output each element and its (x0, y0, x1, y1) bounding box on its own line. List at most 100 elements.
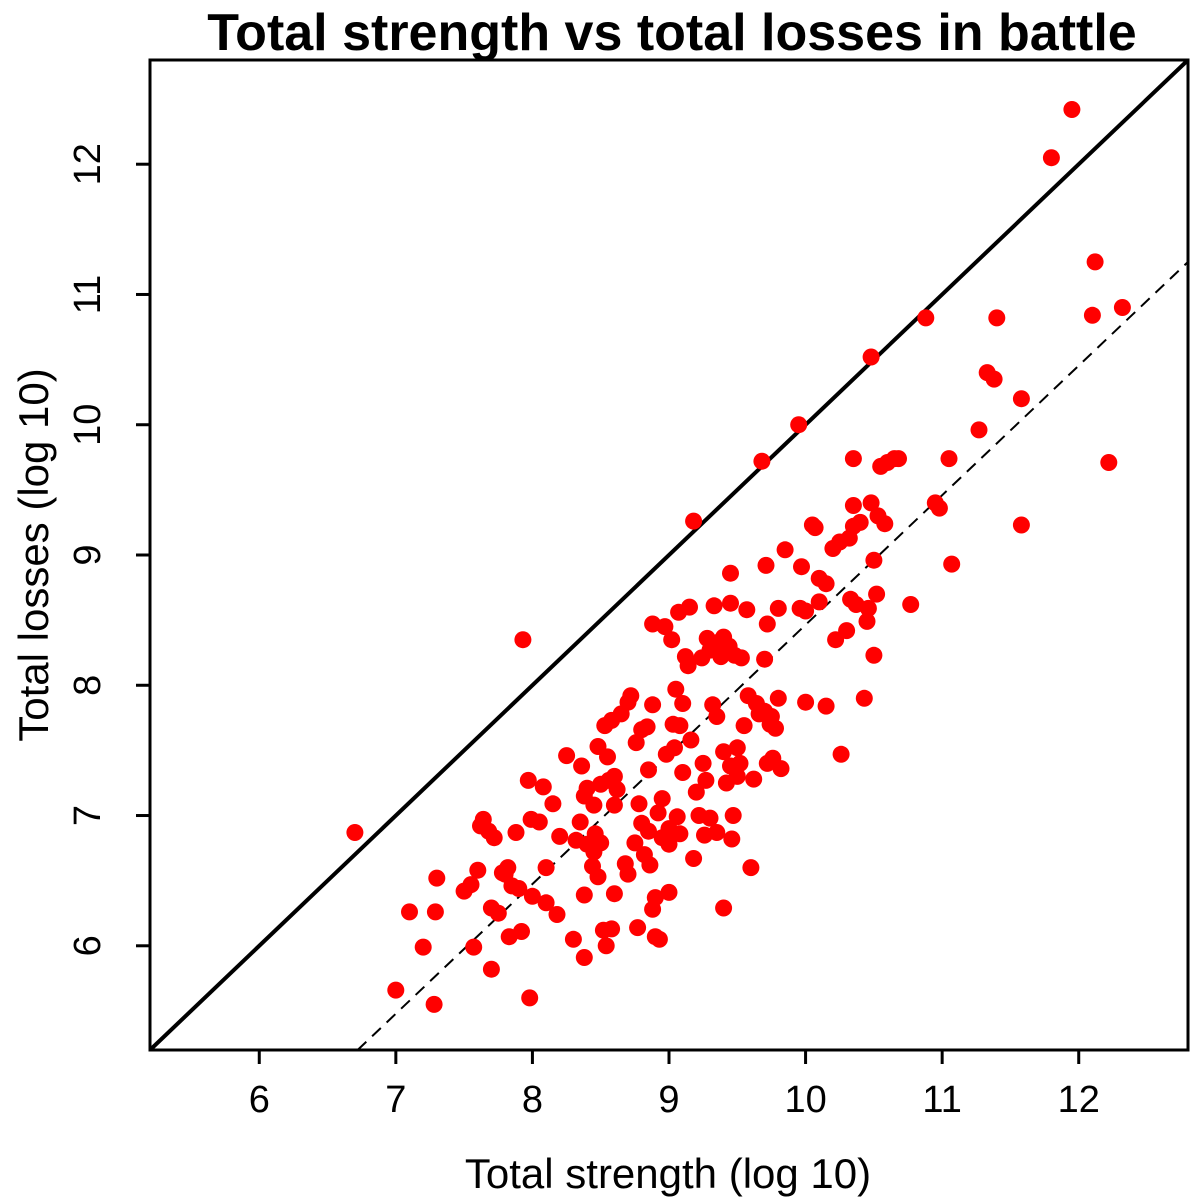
x-tick-label: 7 (385, 1079, 406, 1121)
scatter-point (571, 813, 589, 831)
scatter-point (865, 551, 883, 569)
scatter-point (757, 556, 775, 574)
scatter-point (687, 783, 705, 801)
scatter-point (862, 494, 880, 512)
scatter-point (851, 513, 869, 531)
scatter-point (489, 904, 507, 922)
scatter-point (519, 771, 537, 789)
scatter-point (674, 764, 692, 781)
scatter-point (943, 555, 961, 573)
scatter-point (694, 754, 712, 772)
y-axis-label: Total losses (log 10) (10, 368, 57, 742)
scatter-point (1086, 253, 1104, 271)
scatter-point (790, 416, 808, 434)
scatter-point (685, 512, 703, 530)
scatter-point (858, 612, 876, 630)
scatter-point (649, 804, 667, 822)
scatter-point (592, 834, 610, 852)
x-tick-label: 8 (522, 1079, 543, 1121)
scatter-point (674, 695, 692, 712)
scatter-point (573, 757, 591, 775)
scatter-point (797, 602, 815, 620)
scatter-point (575, 949, 593, 966)
scatter-point (663, 631, 681, 649)
scatter-point (862, 348, 880, 366)
scatter-point (876, 515, 894, 533)
x-tick-label: 6 (249, 1079, 270, 1121)
x-tick-label: 12 (1058, 1079, 1100, 1121)
scatter-point (1042, 149, 1060, 167)
scatter-point (640, 822, 657, 840)
scatter-point (682, 731, 700, 749)
scatter-point (930, 499, 948, 517)
scatter-point (387, 981, 405, 999)
scatter-point (769, 689, 787, 707)
scatter-point (578, 779, 596, 797)
scatter-point (627, 734, 645, 752)
scatter-point (622, 687, 640, 705)
y-tick-label: 8 (67, 675, 109, 696)
scatter-point (838, 622, 856, 640)
data-points (346, 101, 1131, 1013)
scatter-point (1012, 516, 1030, 534)
scatter-point (514, 631, 532, 649)
x-axis: 6 7 8 9 10 11 12 (249, 1050, 1100, 1121)
scatter-point (817, 697, 835, 715)
scatter-point (723, 830, 741, 848)
scatter-point (499, 859, 517, 877)
scatter-point (603, 920, 621, 938)
scatter-point (650, 930, 668, 948)
y-tick-label: 9 (67, 544, 109, 565)
scatter-point (513, 923, 530, 940)
scatter-point (988, 309, 1006, 327)
scatter-point (844, 450, 862, 468)
scatter-point (523, 887, 541, 905)
scatter-point (638, 718, 656, 736)
identity-line (148, 58, 1190, 1052)
scatter-point (537, 894, 555, 912)
scatter-point (485, 829, 503, 847)
scatter-point (756, 650, 774, 668)
scatter-point (708, 824, 726, 841)
scatter-point (548, 906, 566, 923)
scatter-point (575, 886, 593, 904)
scatter-point (619, 865, 637, 883)
scatter-point (630, 795, 648, 813)
scatter-point (810, 593, 828, 611)
scatter-point (985, 370, 1003, 388)
scatter-point (767, 719, 784, 737)
x-tick-label: 10 (784, 1079, 826, 1121)
scatter-point (640, 761, 657, 779)
scatter-point (667, 680, 685, 698)
scatter-point (715, 899, 733, 917)
scatter-point (855, 689, 873, 707)
scatter-point (401, 903, 418, 921)
scatter-point (705, 597, 723, 615)
y-tick-label: 12 (67, 143, 109, 185)
scatter-point (868, 585, 886, 603)
scatter-point (722, 564, 739, 582)
scatter-point (426, 903, 444, 921)
scatter-point (425, 995, 443, 1013)
scatter-point (1012, 390, 1030, 408)
scatter-point (605, 796, 623, 814)
scatter-point (346, 824, 364, 841)
scatter-point (660, 883, 678, 901)
scatter-point (806, 519, 824, 537)
scatter-point (671, 825, 689, 843)
scatter-point (917, 309, 935, 327)
scatter-point (507, 824, 525, 841)
scatter-point (641, 856, 659, 874)
chart-title: Total strength vs total losses in battle (207, 4, 1136, 62)
scatter-point (769, 599, 787, 617)
scatter-point (510, 880, 528, 897)
scatter-point (629, 919, 647, 937)
scatter-point (537, 859, 555, 877)
scatter-point (859, 599, 877, 617)
y-tick-label: 7 (67, 805, 109, 826)
scatter-point (832, 745, 850, 763)
reference-lines (148, 58, 1190, 1052)
scatter-point (465, 938, 483, 956)
scatter-point (599, 748, 616, 766)
